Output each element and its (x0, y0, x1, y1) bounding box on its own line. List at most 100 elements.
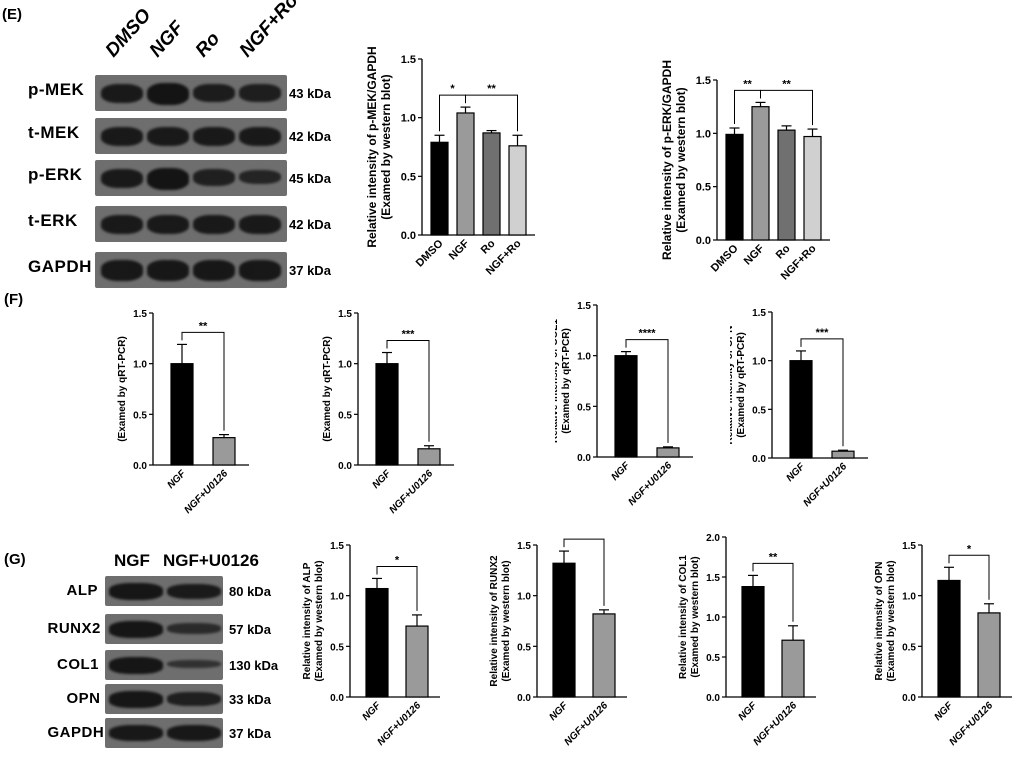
g-alp-ylabel-line: (Examed by western blot) (314, 560, 325, 681)
g-alp-significance-label: * (395, 554, 400, 566)
e-perk-category-label: Ro (774, 242, 793, 261)
blot-band (193, 126, 235, 146)
f-opn-bar-ngf (789, 360, 813, 459)
f-alp-ylabel-line: Relative intensity of ALP (115, 330, 116, 447)
g-opn-category-label: NGF+U0126 (947, 700, 995, 748)
g-col1-ytick-label: 1.0 (706, 613, 720, 624)
blot-band (193, 169, 235, 186)
g-runx2-ytick-label: 1.5 (517, 541, 531, 552)
g-runx2-significance-label: ** (580, 535, 589, 539)
chart-f-col1: 0.0 0.5 1.0 1.5 Relative intensity of COL1 (E… (555, 301, 693, 508)
blot-band (101, 83, 143, 103)
f-col1-bar-ngf (614, 355, 638, 458)
chart-g-alp: 0.0 0.5 1.0 1.5 Relative intensity of ALP (Ex… (302, 541, 440, 748)
blot-band (193, 83, 235, 103)
blot-g-strip-opn (105, 684, 223, 714)
blot-band (193, 260, 235, 281)
e-perk-ylabel-line: Relative intensity of p-ERK/GAPDH (660, 60, 674, 260)
blot-kda-t-erk: 42 kDa (289, 217, 331, 232)
blot-band (147, 214, 189, 234)
e-pmek-category-label: DMSO (414, 237, 446, 269)
f-runx2-bar-ngf (375, 363, 399, 466)
e-pmek-category-label: NGF (447, 237, 472, 262)
panel-label-e: (E) (2, 6, 22, 23)
e-pmek-ylabel-line: (Examed by western blot) (379, 74, 393, 219)
blot-band (147, 83, 189, 105)
f-opn-ylabel-line: Relative intensity of OPN (730, 326, 735, 445)
blot-g-strip-gapdh (105, 718, 223, 748)
g-alp-significance-bracket (376, 565, 418, 611)
g-alp-ylabel-line: Relative intensity of ALP (302, 562, 313, 679)
blot-band (109, 621, 163, 638)
f-runx2-significance-bracket (386, 340, 430, 442)
f-col1-ytick-label: 0.5 (577, 402, 591, 413)
e-pmek-ytick-label: 0.5 (401, 171, 416, 183)
e-perk-ytick-label: 0.5 (696, 182, 711, 194)
g-alp-bar-ngf (365, 587, 389, 698)
blot-g-kda-runx2: 57 kDa (229, 622, 271, 637)
e-pmek-bar-ngf (456, 112, 475, 236)
f-runx2-ytick-label: 0.5 (338, 410, 352, 421)
f-runx2-ytick-label: 1.5 (338, 309, 352, 320)
blot-band (167, 623, 221, 634)
chart-e-perk: 0.0 0.5 1.0 1.5 Relative intensity of p-ERK/… (660, 60, 830, 282)
e-perk-category-label: NGF (742, 242, 767, 267)
chart-g-opn: 0.0 0.5 1.0 1.5 Relative intensity of OPN (Ex… (874, 541, 1012, 748)
panel-label-g: (G) (4, 551, 26, 568)
blot-band (167, 725, 221, 742)
e-pmek-significance-label: * (450, 83, 455, 95)
g-opn-significance-label: * (967, 543, 972, 555)
blot-kda-t-mek: 42 kDa (289, 129, 331, 144)
g-col1-ytick-label: 0.0 (706, 693, 720, 704)
e-perk-significance-label: ** (743, 78, 752, 90)
f-alp-significance-bracket (181, 331, 225, 431)
blot-band (109, 725, 163, 742)
f-alp-category-label: NGF+U0126 (182, 468, 230, 515)
blot-band (167, 583, 221, 599)
blot-band (239, 214, 281, 234)
g-col1-significance-bracket (752, 562, 794, 622)
blot-band (147, 126, 189, 146)
blot-g-kda-col1: 130 kDa (229, 658, 279, 673)
e-perk-bar-ngf (751, 106, 770, 241)
g-runx2-ytick-label: 0.0 (517, 693, 531, 704)
g-runx2-ylabel-line: (Examed by western blot) (501, 560, 512, 681)
blot-band (109, 657, 163, 674)
e-perk-significance-bracket (760, 89, 813, 126)
f-col1-category-label: NGF+U0126 (626, 460, 674, 508)
e-pmek-bar-ro (482, 132, 501, 236)
blot-g-strip-runx2 (105, 614, 223, 644)
blot-band (239, 260, 281, 281)
e-perk-significance-label: ** (782, 78, 791, 90)
f-opn-significance-label: *** (816, 327, 830, 339)
g-alp-ytick-label: 0.0 (330, 693, 344, 704)
blot-band (109, 583, 163, 600)
lane-header-ro: Ro (191, 28, 225, 62)
g-opn-ylabel-line: (Examed by western blot) (886, 560, 897, 681)
e-pmek-bar-dmso (430, 141, 449, 236)
chart-g-col1: 0.0 0.5 1.0 1.5 2.0 Relative intensity of COL… (678, 533, 816, 748)
g-runx2-significance-bracket (563, 538, 605, 606)
lane-header-ngf-plus-ro: NGF+Ro (235, 0, 303, 62)
f-alp-bar-ngf (170, 363, 194, 466)
e-perk-ytick-label: 1.5 (696, 75, 711, 87)
f-opn-category-label: NGF (784, 461, 807, 484)
chart-g-runx2: 0.0 0.5 1.0 1.5 Relative intensity of RUNX2(… (489, 535, 627, 748)
e-perk-ytick-label: 1.0 (696, 128, 711, 140)
g-opn-bar-ngf-plus-u0126 (977, 612, 1001, 698)
f-opn-ylabel-line: (Examed by qRT-PCR) (736, 332, 747, 438)
e-pmek-ylabel-line: Relative intensity of p-MEK/GAPDH (365, 46, 379, 247)
blot-strip-t-erk (95, 206, 287, 242)
g-alp-category-label: NGF (360, 700, 383, 723)
blot-strip-t-mek (95, 118, 287, 154)
g-runx2-ytick-label: 1.0 (517, 592, 531, 603)
g-col1-ytick-label: 2.0 (706, 533, 720, 544)
chart-f-alp: 0.0 0.5 1.0 1.5 Relative intensity of ALP(Ex… (115, 309, 249, 515)
f-alp-category-label: NGF (165, 468, 188, 491)
g-col1-ytick-label: 0.5 (706, 653, 720, 664)
e-pmek-significance-label: ** (487, 83, 496, 95)
e-pmek-bar-ngf-plus-ro (508, 145, 527, 236)
g-opn-ylabel-line: Relative intensity of OPN (874, 562, 885, 681)
blot-band (239, 169, 281, 185)
f-runx2-category-label: NGF (370, 468, 393, 491)
